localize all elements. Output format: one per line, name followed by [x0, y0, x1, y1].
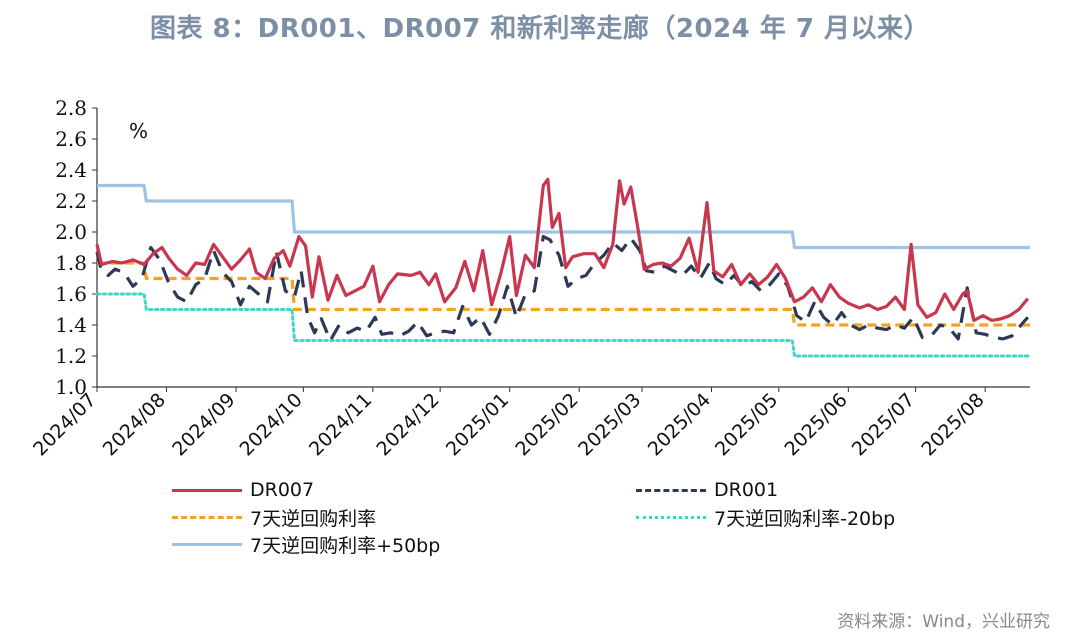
x-tick-label: 2024/12 [372, 389, 443, 460]
legend-swatch [636, 515, 706, 519]
legend-swatch [636, 488, 706, 492]
x-tick-label: 2025/04 [644, 389, 715, 460]
y-tick-label: 2.8 [55, 96, 87, 120]
y-tick-label: 1.8 [55, 251, 87, 275]
y-tick-label: 1.6 [55, 282, 87, 306]
legend-label: DR001 [714, 479, 779, 501]
x-tick-label: 2025/08 [917, 389, 988, 460]
y-tick-label: 2.6 [55, 127, 87, 151]
series-layer [95, 177, 1032, 358]
x-tick-label: 2025/02 [511, 389, 582, 460]
y-tick-label: 2.2 [55, 189, 87, 213]
legend-item-7天逆回购利率: 7天逆回购利率 [172, 505, 377, 530]
y-tick-label: 1.2 [55, 344, 87, 368]
x-tick-label: 2024/10 [235, 389, 306, 460]
legend-label: DR007 [250, 479, 315, 501]
legend-label: 7天逆回购利率-20bp [714, 507, 896, 530]
x-tick-label: 2024/08 [99, 389, 170, 460]
series-line-DR007 [95, 177, 1030, 322]
y-tick-label: 2.0 [55, 220, 87, 244]
legend-label: 7天逆回购利率 [250, 507, 377, 530]
chart-title: 图表 8：DR001、DR007 和新利率走廊（2024 年 7 月以来） [149, 14, 931, 44]
x-tick-label: 2025/05 [711, 389, 782, 460]
x-tick-label: 2025/07 [848, 389, 919, 460]
series-line-7天逆回购利率-20bp [95, 292, 1032, 358]
y-unit-label: % [129, 119, 148, 143]
series-line-7天逆回购利率+50bp [97, 183, 1030, 250]
x-tick-label: 2024/09 [168, 389, 239, 460]
x-tick-label: 2025/06 [780, 389, 851, 460]
legend-item-DR001: DR001 [636, 478, 778, 502]
x-tick-label: 2025/01 [442, 389, 513, 460]
legend-swatch [172, 542, 242, 546]
legend-swatch [172, 488, 242, 492]
legend-item-7天逆回购利率-20bp: 7天逆回购利率-20bp [636, 505, 896, 530]
axes: 1.01.21.41.61.82.02.22.42.62.82024/07202… [29, 96, 1030, 460]
source-note: 资料来源：Wind，兴业研究 [837, 612, 1050, 632]
series-line-7天逆回购利率 [97, 261, 1030, 327]
legend-swatch [172, 515, 242, 519]
legend-label: 7天逆回购利率+50bp [250, 534, 441, 557]
x-tick-label: 2025/03 [574, 389, 645, 460]
x-tick-label: 2024/07 [29, 389, 100, 460]
y-tick-label: 1.4 [55, 313, 87, 337]
legend-item-7天逆回购利率+50bp: 7天逆回购利率+50bp [172, 532, 441, 557]
legend-item-DR007: DR007 [172, 478, 314, 502]
y-tick-label: 2.4 [55, 158, 87, 182]
x-tick-label: 2024/11 [305, 389, 376, 460]
y-tick-label: 1.0 [55, 375, 87, 399]
